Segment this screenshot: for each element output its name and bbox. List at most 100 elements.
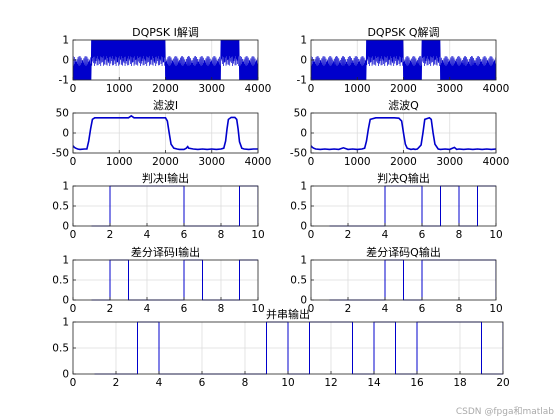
chart-title: 滤波Q — [388, 99, 419, 112]
y-tick-label: 1 — [300, 181, 307, 193]
y-tick-label: 0.5 — [52, 201, 69, 213]
chart-title: 判决Q输出 — [377, 171, 430, 185]
chart-decision-i: 0 2 4 6 8 10 0 0.5 1 判决I输出 — [52, 171, 264, 241]
x-tick-label: 1000 — [106, 83, 133, 95]
x-tick-label: 0 — [70, 83, 77, 95]
y-tick-label: 1 — [62, 255, 69, 267]
x-tick-label: 0 — [70, 377, 77, 389]
x-tick-label: 0 — [308, 303, 315, 315]
x-tick-label: 2000 — [152, 83, 179, 95]
x-tick-label: 8 — [456, 229, 463, 241]
y-tick-label: 0 — [300, 221, 307, 233]
x-tick-label: 3000 — [436, 156, 463, 168]
x-tick-label: 10 — [281, 377, 294, 389]
x-tick-label: 4 — [382, 303, 389, 315]
y-tick-label: -1 — [59, 75, 69, 87]
x-tick-label: 2000 — [390, 156, 417, 168]
chart-title: 滤波I — [153, 99, 178, 112]
x-tick-label: 2 — [113, 377, 120, 389]
x-tick-label: 18 — [453, 377, 466, 389]
x-tick-label: 4000 — [245, 83, 272, 95]
y-tick-label: 1 — [62, 35, 69, 47]
x-tick-label: 6 — [419, 303, 426, 315]
x-tick-label: 2000 — [390, 83, 417, 95]
x-tick-label: 2 — [345, 229, 352, 241]
y-tick-label: 1 — [300, 255, 307, 267]
x-tick-label: 10 — [251, 229, 264, 241]
x-tick-label: 0 — [70, 303, 77, 315]
x-tick-label: 2000 — [152, 156, 179, 168]
chart-diff-decode-q: 0 2 4 6 8 10 0 0.5 1 差分译码Q输出 — [290, 245, 502, 315]
x-tick-label: 6 — [181, 303, 188, 315]
chart-title: 差分译码I输出 — [131, 245, 200, 259]
x-tick-label: 8 — [456, 303, 463, 315]
x-tick-label: 3000 — [198, 156, 225, 168]
x-tick-label: 10 — [489, 303, 502, 315]
x-tick-label: 3000 — [436, 83, 463, 95]
series-line — [311, 116, 496, 151]
y-tick-label: 0 — [300, 128, 307, 140]
x-tick-label: 0 — [308, 156, 315, 168]
x-tick-label: 2 — [107, 229, 114, 241]
chart-title: DQPSK I解调 — [132, 25, 199, 39]
x-tick-label: 4 — [144, 303, 151, 315]
x-tick-label: 0 — [70, 156, 77, 168]
y-tick-label: -50 — [52, 148, 69, 160]
y-tick-label: 0 — [300, 295, 307, 307]
chart-serial-output: 0 2 4 6 8 10 12 14 16 18 20 0 0.5 1 并串输出 — [52, 307, 509, 389]
x-tick-label: 8 — [242, 377, 249, 389]
y-tick-label: 0 — [62, 55, 69, 67]
x-tick-label: 4 — [144, 229, 151, 241]
x-tick-label: 12 — [324, 377, 337, 389]
x-tick-label: 6 — [181, 229, 188, 241]
x-tick-label: 0 — [70, 229, 77, 241]
x-tick-label: 4 — [382, 229, 389, 241]
series-line — [73, 114, 258, 151]
x-tick-label: 1000 — [106, 156, 133, 168]
x-tick-label: 16 — [410, 377, 424, 389]
x-tick-label: 6 — [199, 377, 206, 389]
watermark: CSDN @fpga和matlab — [455, 407, 554, 417]
x-tick-label: 8 — [218, 229, 225, 241]
x-tick-label: 4000 — [483, 83, 510, 95]
x-tick-label: 1000 — [344, 156, 371, 168]
chart-decision-q: 0 2 4 6 8 10 0 0.5 1 判决Q输出 — [290, 171, 502, 241]
x-tick-label: 8 — [218, 303, 225, 315]
y-tick-label: 1 — [62, 317, 69, 329]
y-tick-label: 0.5 — [290, 201, 307, 213]
x-tick-label: 10 — [251, 303, 264, 315]
chart-title: 判决I输出 — [142, 171, 189, 185]
x-tick-label: 2 — [107, 303, 114, 315]
chart-diff-decode-i: 0 2 4 6 8 10 0 0.5 1 差分译码I输出 — [52, 245, 264, 315]
x-tick-label: 1000 — [344, 83, 371, 95]
y-tick-label: -1 — [297, 75, 307, 87]
y-tick-label: 0 — [62, 295, 69, 307]
x-tick-label: 3000 — [198, 83, 225, 95]
x-tick-label: 2 — [345, 303, 352, 315]
x-tick-label: 6 — [419, 229, 426, 241]
y-tick-label: 0 — [62, 369, 69, 381]
chart-title: 并串输出 — [266, 307, 310, 321]
x-tick-label: 14 — [367, 377, 381, 389]
y-tick-label: 1 — [62, 181, 69, 193]
y-tick-label: 0.5 — [52, 275, 69, 287]
y-tick-label: 0.5 — [290, 275, 307, 287]
y-tick-label: 50 — [294, 108, 307, 120]
x-tick-label: 20 — [496, 377, 509, 389]
chart-title: 差分译码Q输出 — [366, 245, 441, 259]
y-tick-label: 0 — [62, 221, 69, 233]
x-tick-label: 4000 — [245, 156, 272, 168]
y-tick-label: 1 — [300, 35, 307, 47]
y-tick-label: 0.5 — [52, 343, 69, 355]
chart-title: DQPSK Q解调 — [367, 25, 439, 39]
x-tick-label: 4 — [156, 377, 163, 389]
x-tick-label: 0 — [308, 83, 315, 95]
y-tick-label: -50 — [290, 148, 307, 160]
y-tick-label: 0 — [62, 128, 69, 140]
x-tick-label: 4000 — [483, 156, 510, 168]
